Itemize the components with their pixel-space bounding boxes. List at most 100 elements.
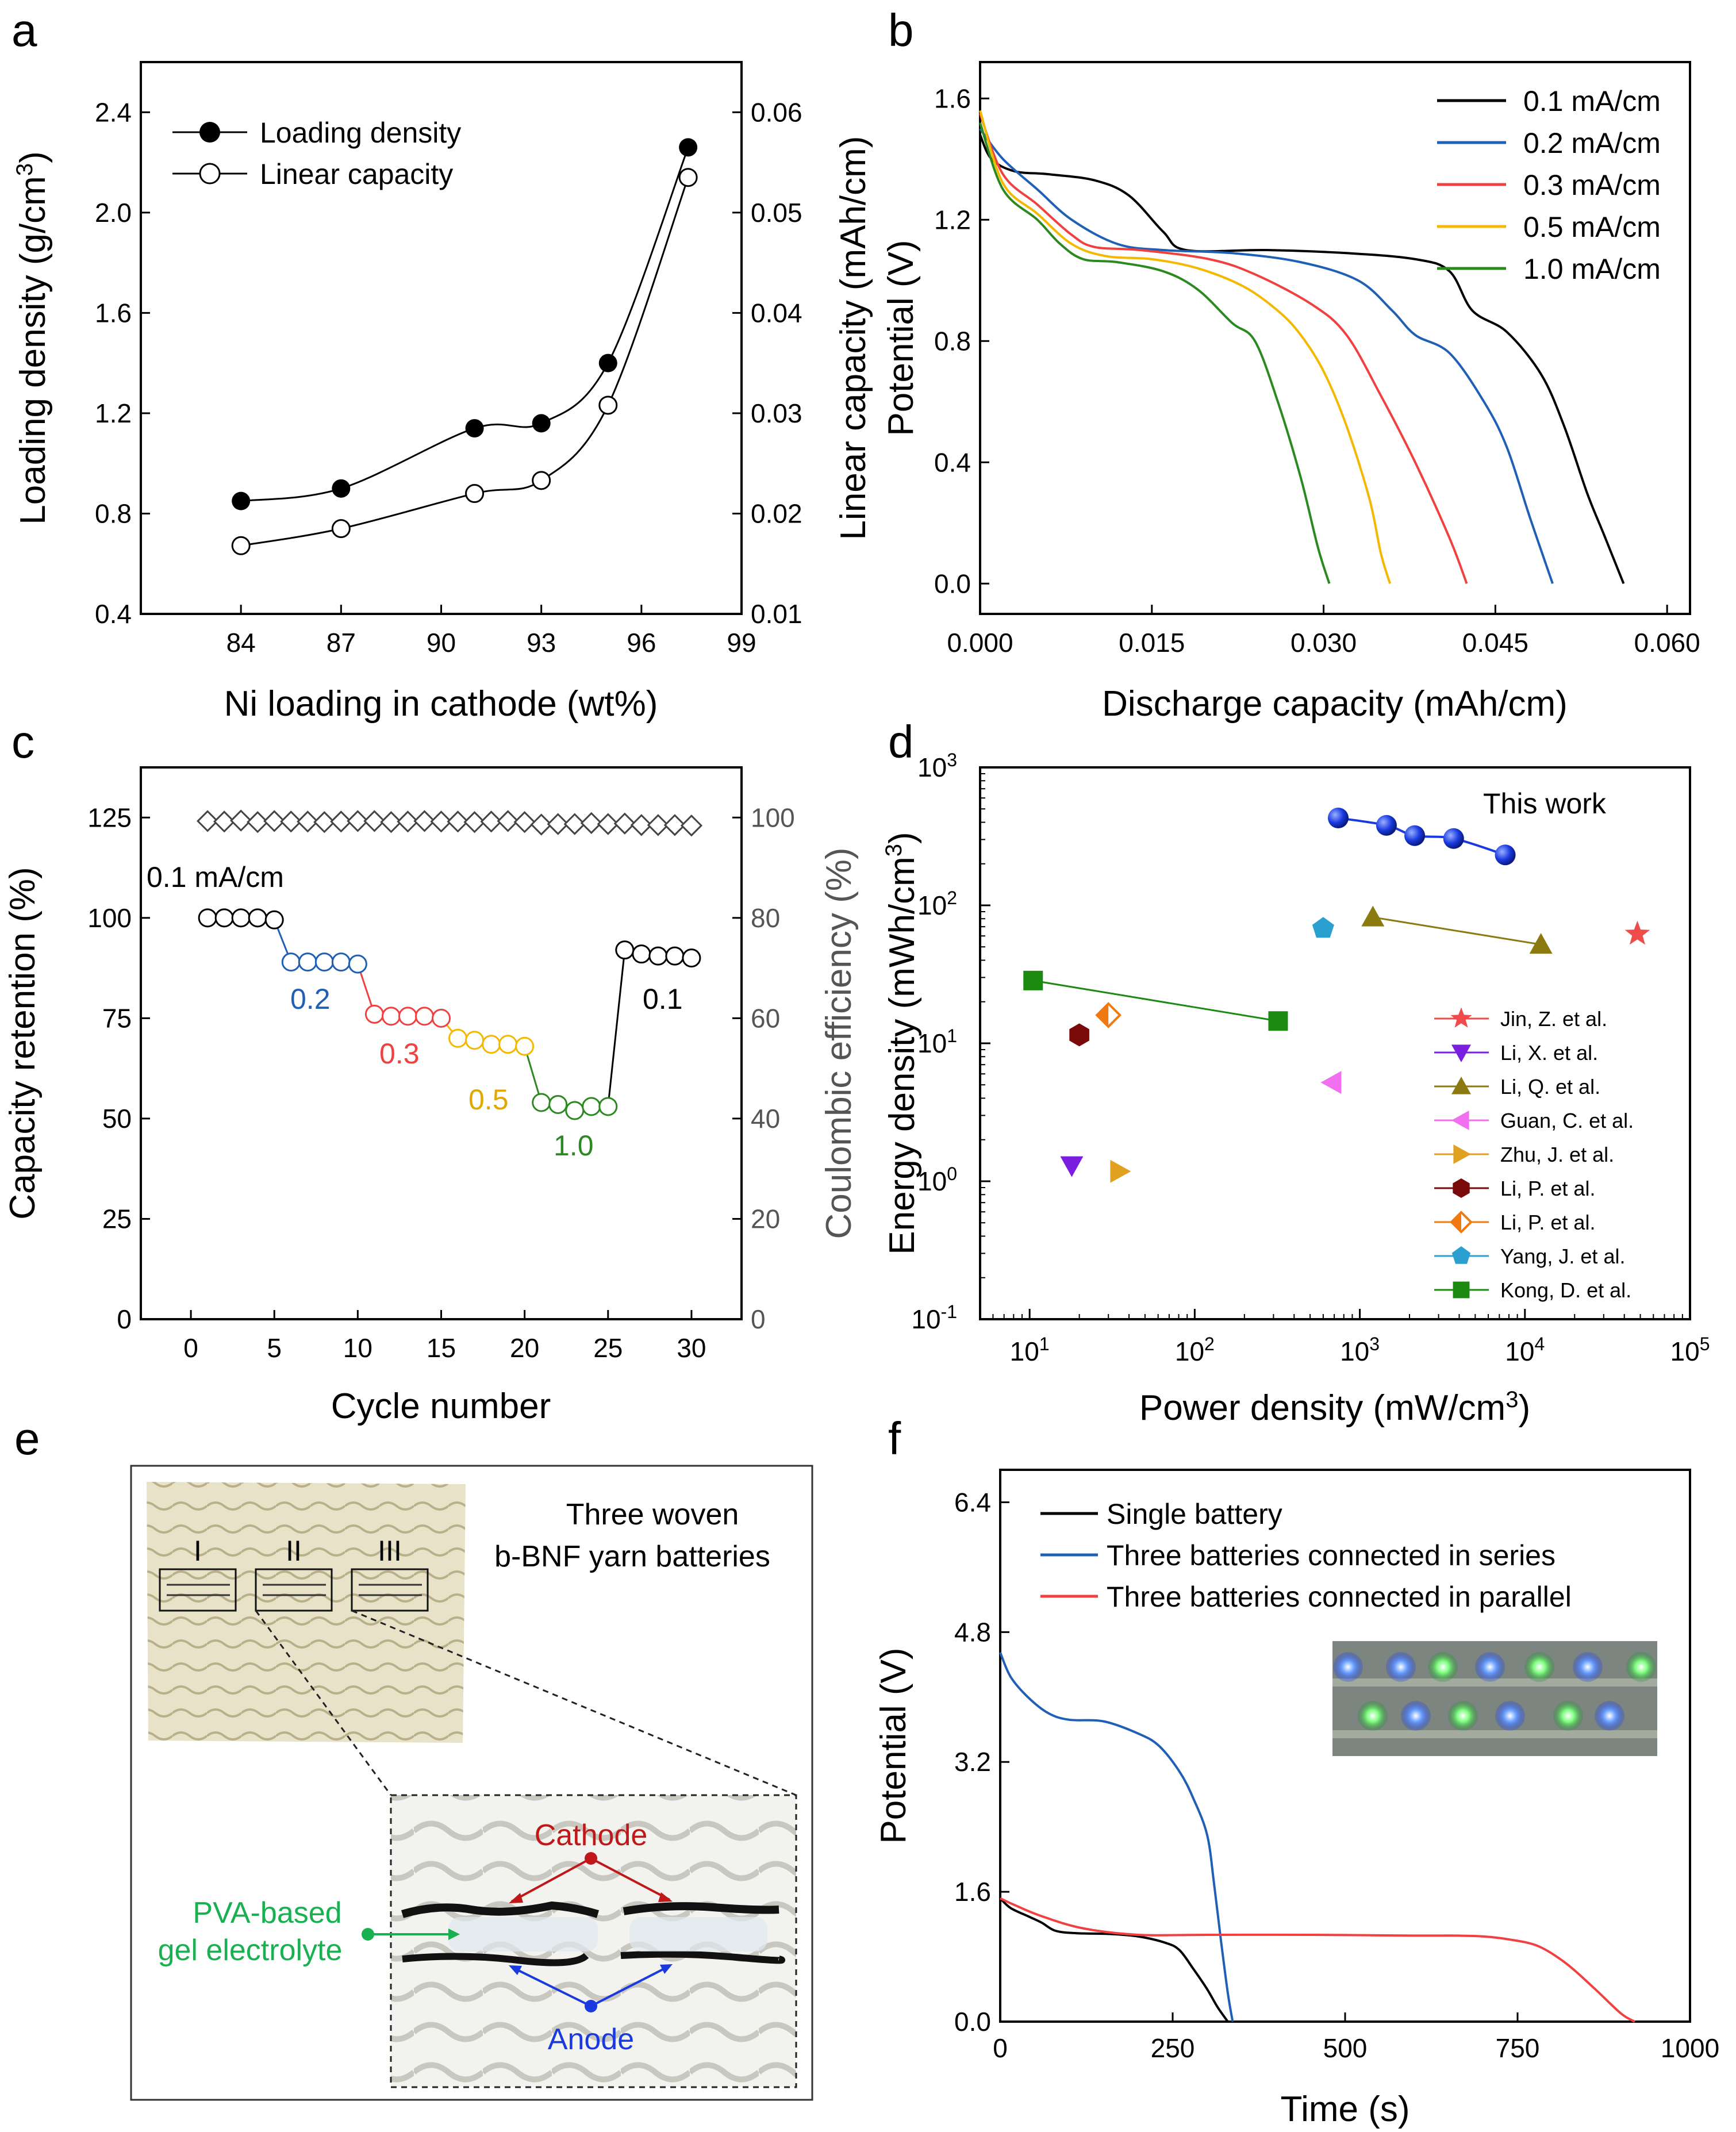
- y-tick-label: 4.8: [954, 1617, 991, 1647]
- retention-segment: [607, 950, 626, 1107]
- cathode-fiber-1: [401, 1901, 600, 1918]
- photo-title-line1: Three woven: [566, 1498, 739, 1531]
- retention-point: [515, 1036, 535, 1056]
- zoomed-photo: Cathode Anode: [390, 1794, 797, 2088]
- reference-point: [1069, 1023, 1089, 1047]
- legend-label: Zhu, J. et al.: [1500, 1143, 1614, 1166]
- retention-point: [632, 944, 651, 964]
- x-tick-label: 101: [1010, 1334, 1050, 1366]
- chart-c-annotations: 0.1 mA/cm 0.2 0.3 0.5 1.0 0.1: [147, 861, 683, 1162]
- y-tick-exponent: 0: [947, 1163, 957, 1184]
- efficiency-point: [313, 811, 336, 833]
- chart-a-ylabel-right: Linear capacity (mAh/cm): [834, 136, 873, 540]
- gel-label-line1: PVA-based: [193, 1896, 341, 1930]
- reference-point: [1060, 1156, 1084, 1177]
- fabric-photo: I II III: [147, 1482, 466, 1743]
- efficiency-point: [280, 810, 302, 833]
- led-green: [1553, 1701, 1583, 1731]
- y-tick-label: 1.6: [934, 83, 971, 113]
- efficiency-point: [480, 810, 502, 833]
- legend-label: 0.3 mA/cm: [1523, 169, 1661, 201]
- y-tick-label: 1.6: [954, 1877, 991, 1907]
- chart-b: 0.000 0.015 0.030 0.045 0.060 0.0 0.4 0.8 1.2 1.6…: [881, 61, 1700, 724]
- chart-c-xlabel: Cycle number: [331, 1386, 551, 1426]
- annotation-rate-0-3: 0.3: [379, 1038, 420, 1070]
- roman-label-1: I: [194, 1535, 202, 1567]
- led-blue: [1333, 1652, 1363, 1682]
- legend-marker-open: [199, 163, 221, 185]
- x-tick-label: 93: [527, 628, 556, 658]
- y-tick-exponent: -1: [941, 1301, 957, 1322]
- point-loading-density: [598, 354, 617, 372]
- efficiency-point: [563, 813, 586, 835]
- efficiency-point: [380, 811, 402, 833]
- retention-point: [498, 1035, 518, 1054]
- retention-point: [214, 908, 234, 928]
- panel-e-photo: I II III Three woven b-BNF yarn batterie…: [130, 1465, 813, 2101]
- x-tick-label: 0: [183, 1333, 198, 1363]
- retention-point: [465, 1031, 485, 1050]
- y-tick-label: 0.8: [934, 326, 971, 356]
- x-tick-label: 500: [1323, 2033, 1368, 2063]
- led-green: [1358, 1701, 1388, 1731]
- series-line: [999, 1651, 1234, 2022]
- chart-c-frame: [140, 766, 743, 1320]
- series-line: [979, 134, 1625, 584]
- diamond-fill: [1097, 1004, 1109, 1027]
- y-right-tick-label: 100: [751, 802, 795, 832]
- x-tick-exponent: 3: [1369, 1334, 1380, 1354]
- legend-label: 0.1 mA/cm: [1523, 85, 1661, 117]
- y-tick-label: 75: [102, 1003, 132, 1033]
- point-loading-density: [465, 419, 484, 438]
- x-tick-label: 1000: [1661, 2033, 1719, 2063]
- retention-point: [298, 952, 317, 972]
- retention-point: [582, 1097, 601, 1116]
- point-linear-capacity: [331, 519, 351, 539]
- efficiency-point: [196, 810, 219, 832]
- legend-marker: [1451, 1077, 1471, 1094]
- x-tick-label: 0.015: [1119, 628, 1185, 658]
- x-tick-label: 0: [993, 2033, 1008, 2063]
- y-tick-label: 102: [917, 888, 957, 920]
- legend-marker: [1451, 1246, 1471, 1264]
- retention-point: [231, 908, 251, 928]
- panel-f-letter: f: [888, 1413, 901, 1464]
- y-right-tick-label: 0.04: [751, 298, 802, 328]
- photo-title-line2: b-BNF yarn batteries: [494, 1540, 770, 1573]
- point-linear-capacity: [231, 536, 251, 555]
- gel-label-line2: gel electrolyte: [158, 1934, 343, 1967]
- chart-c-ylabel-right: Coulombic efficiency (%): [819, 847, 859, 1239]
- y-tick-label: 2.0: [95, 198, 132, 228]
- point-loading-density: [232, 491, 251, 510]
- retention-point: [548, 1094, 568, 1114]
- series-linear-capacity-line: [240, 177, 689, 547]
- this-work-point: [1328, 807, 1349, 828]
- efficiency-point: [463, 811, 486, 833]
- efficiency-point: [447, 810, 469, 833]
- y-tick-label: 0: [117, 1304, 132, 1334]
- x-tick-label: 5: [267, 1333, 282, 1363]
- led-blue: [1495, 1701, 1525, 1731]
- y-tick-label: 100: [917, 1163, 957, 1196]
- led-blue: [1475, 1652, 1505, 1682]
- legend-marker: [1450, 1007, 1472, 1028]
- retention-point: [598, 1097, 618, 1116]
- point-linear-capacity: [598, 395, 618, 415]
- chart-a: 84 87 90 93 96 99 0.4 0.8 1.2 1.6 2.0 2.4 0.01 0.02 0.…: [12, 61, 873, 724]
- chart-f-ylabel: Potential (V): [874, 1647, 913, 1843]
- gel-region-1: [448, 1917, 598, 1952]
- retention-point: [565, 1101, 585, 1120]
- annotation-rate-1-0: 1.0: [554, 1130, 594, 1162]
- point-linear-capacity: [465, 484, 485, 504]
- efficiency-point: [663, 814, 686, 836]
- efficiency-point: [530, 813, 552, 836]
- retention-point: [414, 1007, 434, 1026]
- y-tick-label: 0.4: [95, 599, 132, 629]
- x-tick-label: 0.060: [1634, 628, 1700, 658]
- y-tick-exponent: 2: [947, 888, 957, 908]
- efficiency-point: [647, 814, 669, 836]
- legend-marker: [1453, 1281, 1470, 1299]
- efficiency-point: [413, 810, 436, 832]
- chart-c-ylabel: Capacity retention (%): [3, 867, 43, 1219]
